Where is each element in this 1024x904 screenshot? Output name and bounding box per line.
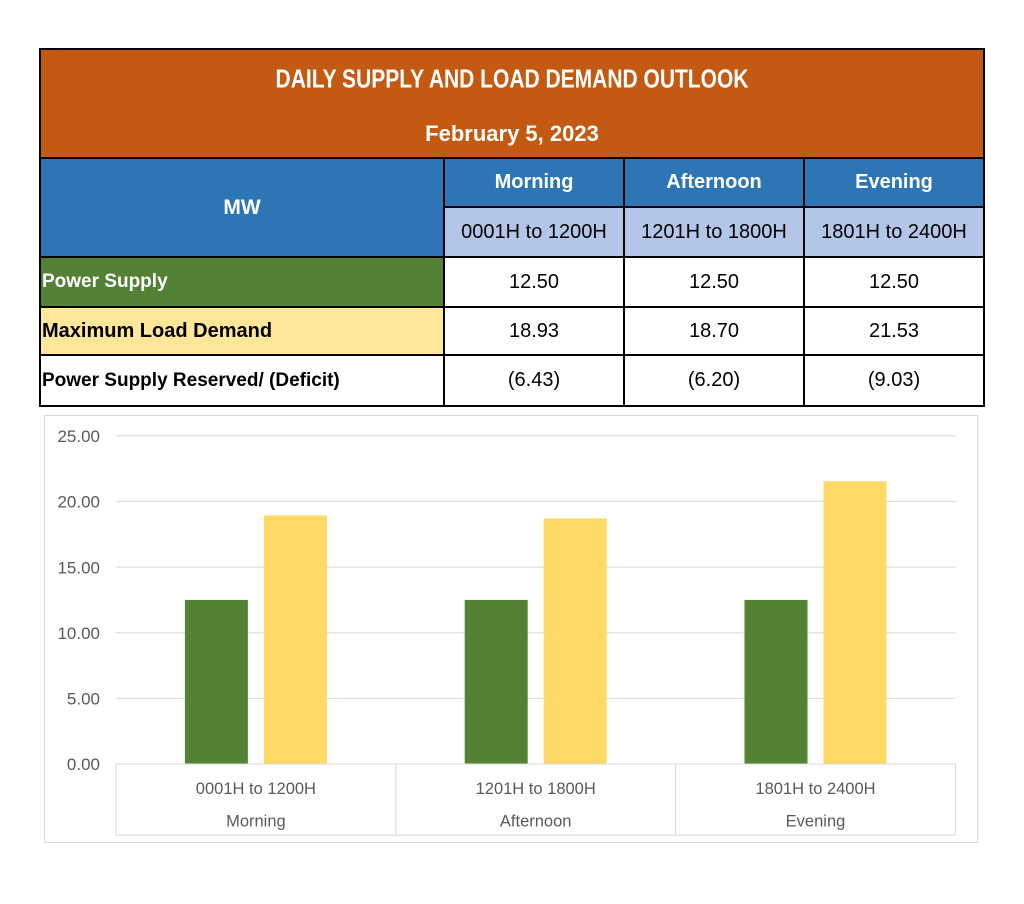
svg-text:Morning: Morning — [226, 813, 286, 831]
svg-text:25.00: 25.00 — [57, 427, 100, 446]
svg-text:5.00: 5.00 — [67, 690, 100, 709]
svg-text:1201H to 1800H: 1201H to 1800H — [476, 780, 596, 798]
svg-text:0001H to 1200H: 0001H to 1200H — [196, 780, 316, 798]
svg-text:1801H to 2400H: 1801H to 2400H — [755, 780, 875, 798]
svg-text:Afternoon: Afternoon — [500, 813, 572, 831]
svg-text:Evening: Evening — [786, 813, 846, 831]
svg-text:15.00: 15.00 — [57, 558, 100, 577]
svg-text:10.00: 10.00 — [57, 624, 100, 643]
svg-text:20.00: 20.00 — [57, 493, 100, 512]
svg-text:0.00: 0.00 — [67, 755, 100, 774]
